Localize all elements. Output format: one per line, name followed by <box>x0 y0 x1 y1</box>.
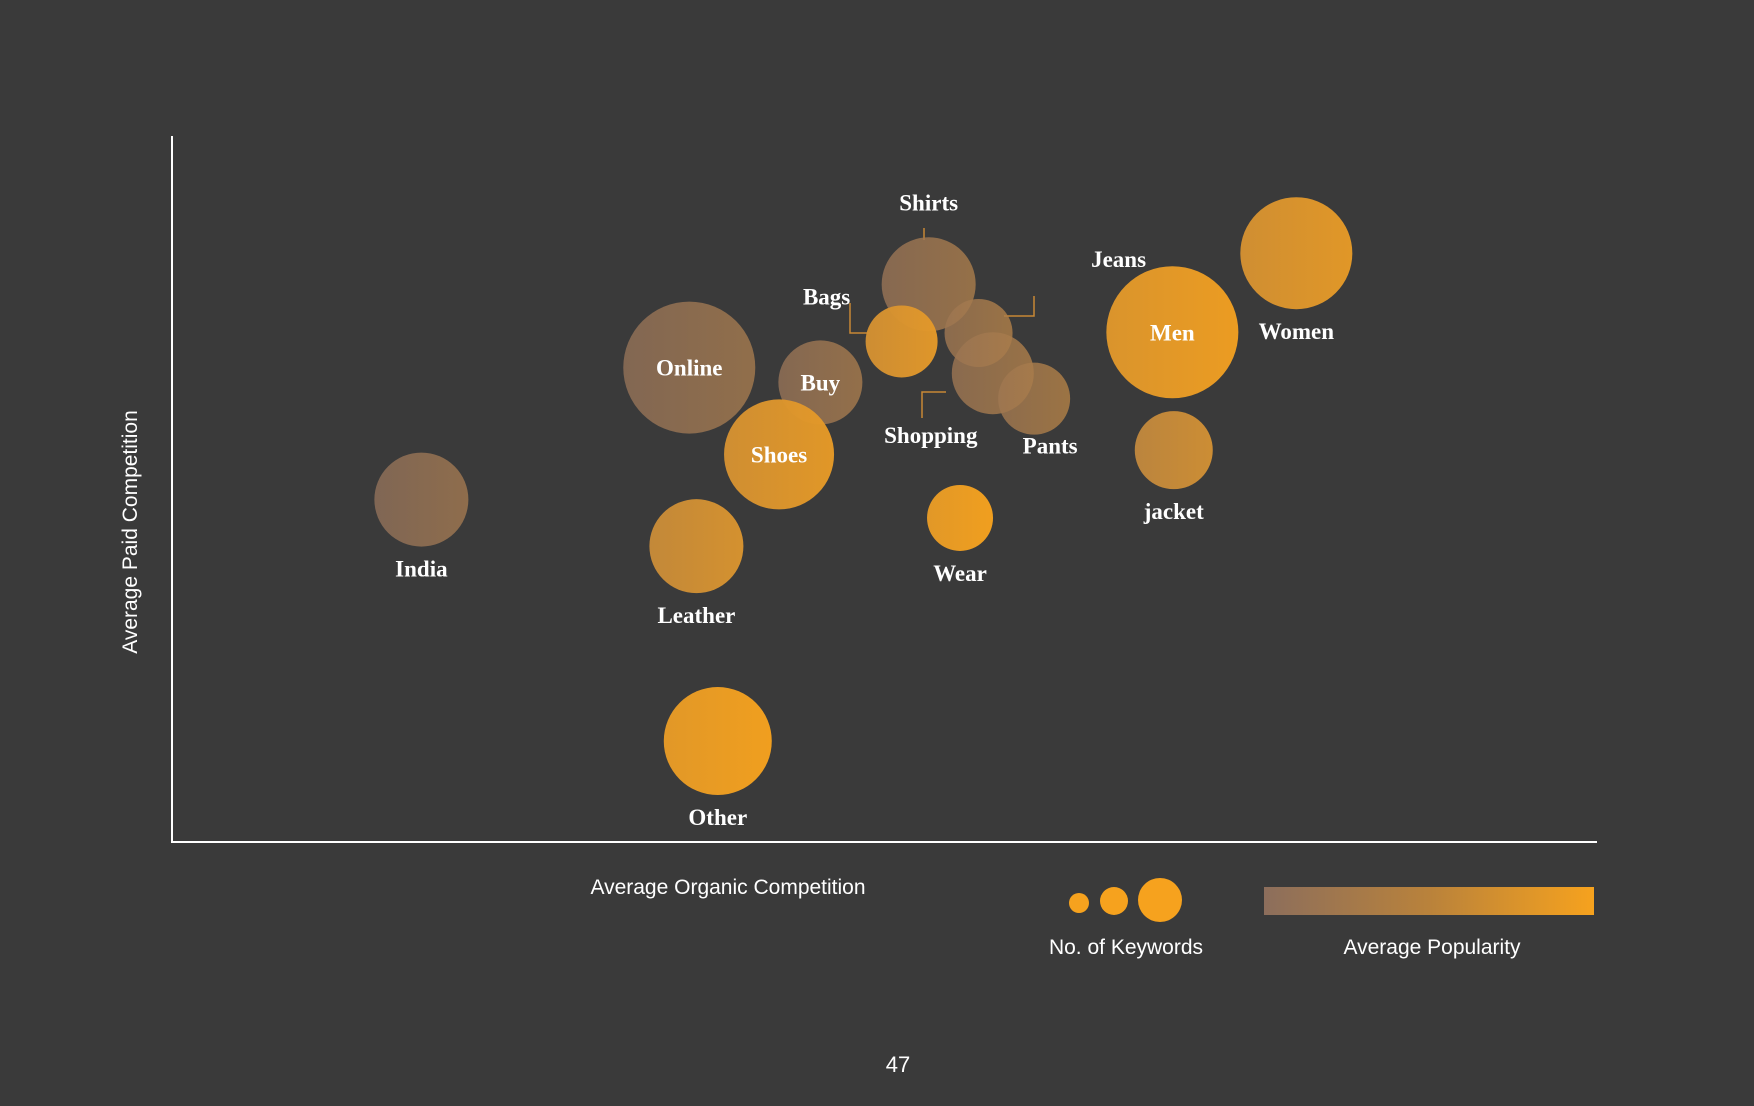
bubble-online <box>623 301 756 434</box>
size-legend-large-circle <box>1138 878 1182 922</box>
bubble-other <box>663 687 772 796</box>
bubble-label-shopping: Shopping <box>884 423 978 448</box>
page-number: 47 <box>886 1052 910 1077</box>
x-axis-title: Average Organic Competition <box>590 876 865 899</box>
bubble-label-online: Online <box>656 356 722 381</box>
jeans-leader-line <box>1004 296 1035 317</box>
bubble-label-women: Women <box>1259 319 1335 344</box>
bubble-label-leather: Leather <box>657 603 735 628</box>
size-legend-title: No. of Keywords <box>1049 936 1203 959</box>
size-legend: No. of Keywords <box>1049 878 1203 959</box>
bubble-label-buy: Buy <box>801 370 841 395</box>
size-legend-medium-circle <box>1100 887 1128 915</box>
bubble-leather <box>649 499 744 594</box>
y-axis-title: Average Paid Competition <box>119 410 142 654</box>
shopping-leader-line <box>921 391 946 418</box>
bubble-label-jacket: jacket <box>1143 499 1204 524</box>
bubble-men <box>1106 266 1239 399</box>
bubble-label-other: Other <box>688 805 747 830</box>
bubble-india <box>374 452 469 547</box>
bubble-label-pants: Pants <box>1023 434 1078 459</box>
bubble-label-bags: Bags <box>803 284 850 309</box>
bags-leader-line <box>849 303 870 334</box>
color-legend-title: Average Popularity <box>1343 936 1521 959</box>
bubble-label-shoes: Shoes <box>751 442 807 467</box>
bubble-pants <box>998 362 1071 435</box>
bubble-label-shirts: Shirts <box>899 190 958 215</box>
bubble-wear <box>927 484 994 551</box>
bubbles-layer <box>374 197 1353 796</box>
bubble-shoes <box>724 399 835 510</box>
bubble-women <box>1240 197 1353 310</box>
bubble-label-jeans: Jeans <box>1091 247 1146 272</box>
bubble-bags <box>865 305 938 378</box>
size-legend-small-circle <box>1069 893 1089 913</box>
color-legend: Average Popularity <box>1264 887 1594 959</box>
color-legend-gradient-bar <box>1264 887 1594 915</box>
leader-lines <box>849 228 1035 418</box>
bubble-label-wear: Wear <box>933 561 987 586</box>
bubble-jacket <box>1134 411 1213 490</box>
bubble-labels-layer: India Online Buy Shoes Leather Other Shirts Bag… <box>395 190 1334 830</box>
bubble-label-india: India <box>395 557 448 582</box>
bubble-label-men: Men <box>1150 320 1195 345</box>
